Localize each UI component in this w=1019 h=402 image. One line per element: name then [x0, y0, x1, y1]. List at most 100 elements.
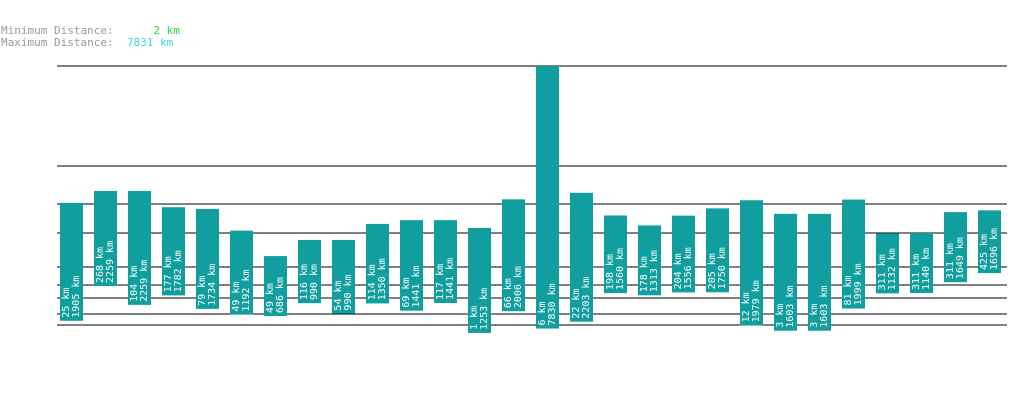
bar-label-max: 1750 km: [717, 247, 728, 289]
range-bar: 205 km 1750 km: [706, 208, 729, 293]
bar-label-max: 990 km: [309, 264, 320, 300]
bar-label-max: 1132 km: [887, 248, 898, 290]
bar-label-min: 79 km: [197, 276, 208, 306]
range-bar: 311 km 1140 km: [910, 232, 933, 293]
range-bar-rect: [706, 208, 729, 293]
max-distance-row: Maximum Distance: 7831 km: [1, 37, 180, 49]
bar-label-min: 311 km: [945, 243, 956, 279]
bar-label-max: 1905 km: [71, 276, 82, 318]
bar-label-max: 1603 km: [819, 286, 830, 328]
bar-label-min: 205 km: [707, 253, 718, 289]
bar-label-max: 1192 km: [241, 269, 252, 311]
range-bar-rect: [842, 199, 865, 309]
range-bar: 69 km 1441 km: [400, 220, 423, 311]
bar-label-max: 1603 km: [785, 286, 796, 328]
bar-label-max: 1140 km: [921, 248, 932, 290]
bar-label-min: 69 km: [401, 278, 412, 308]
range-bar: 311 km 1649 km: [944, 212, 967, 283]
min-distance-row: Minimum Distance: 2 km: [1, 25, 180, 37]
range-bar: 54 km 990 km: [332, 239, 355, 314]
max-distance-label: Maximum Distance:: [1, 36, 114, 49]
range-bar-rect: [128, 190, 151, 305]
range-bar-rect: [910, 232, 933, 293]
bar-label-max: 1999 km: [853, 263, 864, 305]
range-bar: 25 km 1905 km: [60, 202, 83, 321]
bar-label-min: 117 km: [435, 264, 446, 300]
bar-label-max: 1253 km: [479, 288, 490, 330]
range-bar-rect: [536, 66, 559, 329]
range-bar-rect: [400, 220, 423, 311]
bar-label-min: 204 km: [673, 253, 684, 289]
bar-label-min: 311 km: [877, 254, 888, 290]
range-bar-rect: [298, 239, 321, 304]
range-bar-rect: [944, 212, 967, 283]
range-bar: 104 km 2259 km: [128, 190, 151, 305]
bar-label-max: 2203 km: [581, 277, 592, 319]
min-distance-value: 2 km: [153, 24, 180, 37]
bar-label-max: 2006 km: [513, 266, 524, 308]
bar-label-min: 3 km: [809, 304, 820, 328]
bar-label-max: 1350 km: [377, 258, 388, 300]
bar-label-min: 116 km: [299, 264, 310, 300]
bar-label-max: 1441 km: [411, 265, 422, 307]
min-distance-label: Minimum Distance:: [1, 24, 114, 37]
range-bar: 204 km 1556 km: [672, 215, 695, 293]
bar-label-min: 114 km: [367, 264, 378, 300]
range-bar-rect: [366, 223, 389, 304]
bar-label-min: 425 km: [979, 234, 990, 270]
range-bar-rect: [94, 190, 117, 287]
range-bar: 268 km 2259 km: [94, 190, 117, 287]
bar-label-max: 1696 km: [989, 228, 1000, 270]
range-bar: 311 km 1132 km: [876, 233, 899, 294]
range-bar: 49 km 686 km: [264, 256, 287, 317]
bar-label-min: 54 km: [333, 280, 344, 310]
range-bar: 1 km 1253 km: [468, 227, 491, 333]
range-bar: 81 km 1999 km: [842, 199, 865, 309]
range-bar-rect: [740, 200, 763, 326]
bar-label-min: 81 km: [843, 275, 854, 305]
bar-label-max: 990 km: [343, 274, 354, 310]
bar-label-min: 178 km: [639, 256, 650, 292]
range-bar: 425 km 1696 km: [978, 210, 1001, 274]
range-bar-rect: [638, 225, 661, 296]
bar-label-min: 12 km: [741, 292, 752, 322]
range-bar: 12 km 1979 km: [740, 200, 763, 326]
range-bar-rect: [570, 192, 593, 322]
range-bar-rect: [774, 213, 797, 331]
bar-label-max: 1734 km: [207, 264, 218, 306]
bar-label-min: 311 km: [911, 254, 922, 290]
range-bar: 3 km 1603 km: [774, 213, 797, 331]
range-bar: 22 km 2203 km: [570, 192, 593, 322]
bar-label-min: 177 km: [163, 256, 174, 292]
bar-label-max: 1782 km: [173, 250, 184, 292]
bar-label-max: 2259 km: [139, 260, 150, 302]
range-bar: 178 km 1313 km: [638, 225, 661, 296]
range-bar-rect: [604, 215, 627, 294]
range-bar-rect: [978, 210, 1001, 274]
range-bar-rect: [60, 202, 83, 321]
range-bar: 177 km 1782 km: [162, 207, 185, 296]
range-bar: 116 km 990 km: [298, 239, 321, 304]
range-bar-rect: [196, 208, 219, 309]
range-bar: 198 km 1560 km: [604, 215, 627, 294]
bar-label-max: 686 km: [275, 277, 286, 313]
bar-label-max: 1979 km: [751, 280, 762, 322]
range-bar: 66 km 2006 km: [502, 199, 525, 312]
distance-summary: Minimum Distance: 2 km Maximum Distance: …: [1, 25, 180, 49]
bar-label-min: 22 km: [571, 289, 582, 319]
range-bar: 3 km 1603 km: [808, 213, 831, 331]
bar-label-min: 6 km: [537, 301, 548, 325]
range-bar: 79 km 1734 km: [196, 208, 219, 309]
bar-label-min: 49 km: [265, 283, 276, 313]
range-bar-rect: [264, 256, 287, 317]
range-bar: 49 km 1192 km: [230, 230, 253, 315]
range-bar-rect: [434, 220, 457, 303]
bar-label-min: 49 km: [231, 282, 242, 312]
bar-label-min: 1 km: [469, 306, 480, 330]
bar-label-max: 1649 km: [955, 237, 966, 279]
bar-label-max: 1441 km: [445, 258, 456, 300]
range-bar-rect: [332, 239, 355, 314]
range-bar-rect: [230, 230, 253, 315]
bar-label-min: 3 km: [775, 304, 786, 328]
bar-label-max: 1556 km: [683, 247, 694, 289]
